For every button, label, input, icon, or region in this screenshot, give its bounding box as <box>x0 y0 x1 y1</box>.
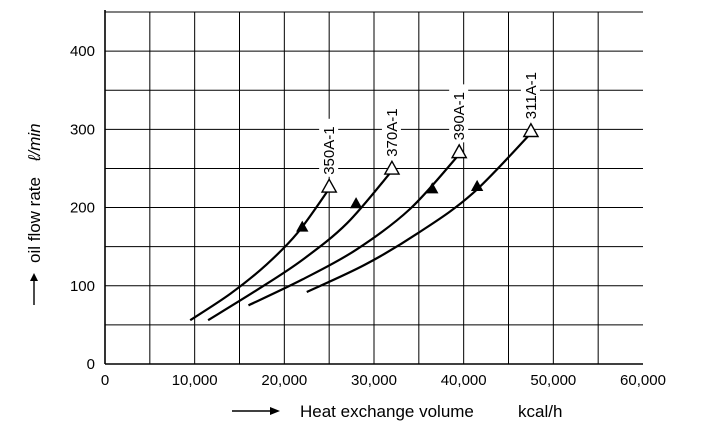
x-tick-label: 20,000 <box>261 372 307 389</box>
series-layer: 350A-1 370A-1 390A-1 311A-1 <box>189 63 540 322</box>
x-axis-title: Heat exchange volume <box>300 402 474 421</box>
series-line <box>207 170 393 322</box>
series-370A-1: 370A-1 <box>207 100 401 322</box>
filled-triangle-marker <box>349 197 363 209</box>
y-tick-label: 200 <box>70 200 95 217</box>
grid <box>105 11 643 364</box>
y-tick-label: 0 <box>87 356 95 373</box>
filled-triangle-marker <box>426 182 439 194</box>
y-axis-arrow-head <box>30 273 38 281</box>
filled-triangle-marker <box>470 179 484 191</box>
x-tick-label: 50,000 <box>530 372 576 389</box>
x-tick-label: 60,000 <box>620 372 666 389</box>
open-triangle-marker <box>383 159 401 175</box>
open-triangle-marker <box>450 143 468 159</box>
y-axis-title: oil flow rate <box>25 177 44 263</box>
series-311A-1: 311A-1 <box>306 63 540 294</box>
x-axis-arrow-head <box>270 407 280 415</box>
y-tick-label: 300 <box>70 121 95 138</box>
series-line <box>247 153 461 307</box>
series-line <box>306 132 532 294</box>
series-label-group: 390A-1 <box>449 84 469 143</box>
x-axis-unit: kcal/h <box>518 402 562 421</box>
axes <box>104 10 643 365</box>
x-tick-label: 10,000 <box>172 372 218 389</box>
open-triangle-marker <box>320 177 338 193</box>
series-label: 311A-1 <box>523 72 540 119</box>
tick-labels: 0 10,000 20,000 30,000 40,000 50,000 60,000 0 10… <box>70 43 666 389</box>
series-label-group: 311A-1 <box>520 63 540 122</box>
filled-triangle-marker <box>296 220 309 232</box>
series-label-bg <box>520 63 540 122</box>
series-label: 390A-1 <box>451 92 468 140</box>
series-line <box>189 188 331 322</box>
x-tick-label: 30,000 <box>351 372 397 389</box>
y-axis-unit: ℓ/min <box>25 123 44 162</box>
x-tick-label: 40,000 <box>441 372 487 389</box>
series-350A-1: 350A-1 <box>189 118 339 322</box>
series-label-bg <box>381 100 401 159</box>
series-label-bg <box>449 84 469 143</box>
open-triangle-marker <box>522 122 540 138</box>
series-label: 370A-1 <box>384 108 401 156</box>
x-tick-label: 0 <box>101 372 109 389</box>
series-label-group: 370A-1 <box>381 100 401 159</box>
series-390A-1: 390A-1 <box>247 84 469 307</box>
y-tick-label: 400 <box>70 43 95 60</box>
y-tick-label: 100 <box>70 278 95 295</box>
series-label-group: 350A-1 <box>319 118 339 177</box>
series-label-bg <box>319 118 339 177</box>
series-label: 350A-1 <box>321 126 338 174</box>
